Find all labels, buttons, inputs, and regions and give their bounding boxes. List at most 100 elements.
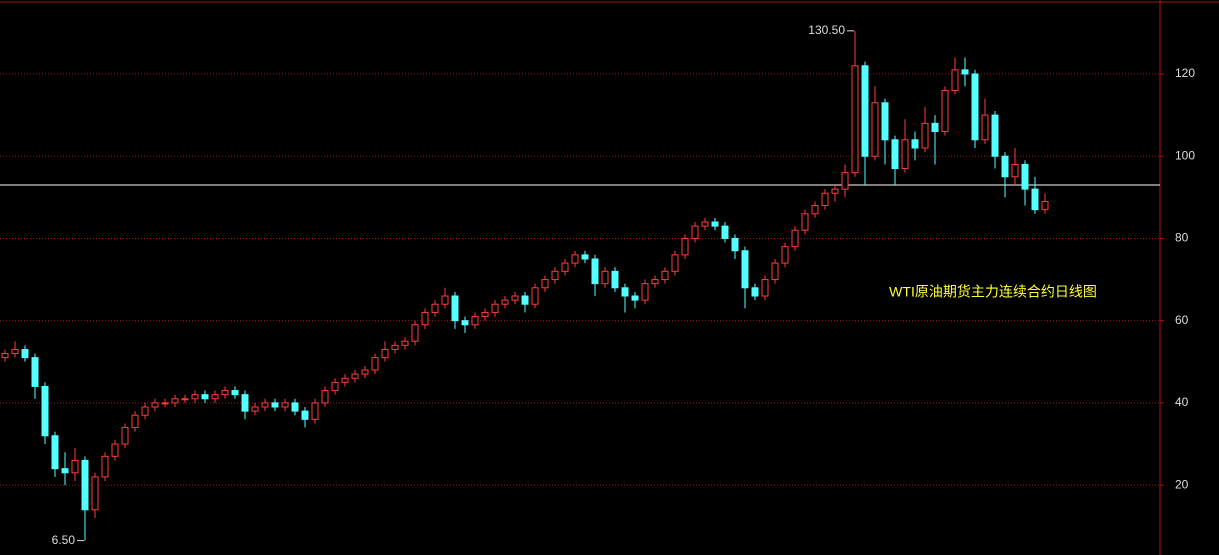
candle-body	[251, 406, 259, 412]
candle-body	[851, 65, 859, 174]
y-tick-label: 20	[1175, 477, 1189, 491]
candle-body	[81, 459, 89, 511]
candle-body	[931, 122, 939, 133]
candle-body	[161, 402, 169, 405]
candle-body	[961, 69, 969, 75]
candle-body	[431, 303, 439, 313]
candle-body	[491, 303, 499, 313]
candle-body	[181, 398, 189, 401]
candle-body	[191, 394, 199, 400]
candle-body	[581, 254, 589, 260]
candle-body	[421, 311, 429, 326]
candle-body	[481, 311, 489, 318]
candle-body	[891, 139, 899, 170]
candle-body	[711, 221, 719, 227]
y-tick-label: 60	[1175, 313, 1189, 327]
candle-body	[511, 295, 519, 301]
candle-body	[741, 250, 749, 289]
y-tick-label: 100	[1175, 148, 1195, 162]
candle-body	[861, 65, 869, 157]
candle-body	[271, 402, 279, 408]
candle-body	[761, 279, 769, 297]
candle-body	[111, 443, 119, 457]
candle-body	[911, 139, 919, 149]
candle-body	[151, 402, 159, 408]
candle-body	[661, 270, 669, 281]
annotation-label: 130.50	[808, 23, 845, 37]
candle-body	[101, 455, 109, 478]
candle-body	[11, 348, 19, 355]
annotation-label: 6.50	[52, 533, 76, 547]
candle-body	[31, 357, 39, 387]
candle-body	[21, 348, 29, 359]
candle-body	[901, 139, 909, 170]
candle-body	[921, 122, 929, 149]
candle-body	[701, 221, 709, 227]
candle-body	[401, 340, 409, 346]
candle-body	[641, 283, 649, 301]
candle-body	[281, 402, 289, 408]
candle-body	[721, 225, 729, 239]
candle-body	[731, 237, 739, 252]
candle-body	[1031, 188, 1039, 211]
candle-body	[791, 229, 799, 248]
candle-body	[1, 353, 9, 359]
candle-body	[571, 254, 579, 264]
candle-body	[291, 402, 299, 412]
candle-body	[541, 279, 549, 289]
candle-body	[91, 476, 99, 511]
candle-body	[371, 357, 379, 371]
candle-body	[41, 385, 49, 437]
candle-body	[141, 406, 149, 416]
candle-body	[881, 102, 889, 141]
candle-body	[171, 398, 179, 404]
candle-body	[201, 394, 209, 400]
y-tick-label: 80	[1175, 231, 1189, 245]
candle-body	[591, 258, 599, 285]
candle-body	[411, 324, 419, 342]
candle-body	[211, 394, 219, 400]
candle-body	[71, 459, 79, 474]
candle-body	[651, 279, 659, 285]
y-tick-label: 40	[1175, 395, 1189, 409]
candle-body	[951, 69, 959, 91]
candle-body	[471, 316, 479, 326]
candle-body	[821, 192, 829, 207]
y-tick-label: 120	[1175, 66, 1195, 80]
candle-body	[311, 402, 319, 420]
candle-body	[341, 377, 349, 383]
candle-body	[231, 390, 239, 396]
candle-body	[611, 270, 619, 289]
candle-body	[681, 237, 689, 256]
candle-body	[551, 270, 559, 281]
candle-body	[1001, 155, 1009, 178]
candle-body	[531, 287, 539, 305]
candle-body	[1011, 163, 1019, 178]
candle-body	[221, 390, 229, 396]
candle-body	[671, 254, 679, 272]
candle-body	[381, 348, 389, 359]
candle-body	[501, 299, 509, 305]
candle-body	[241, 394, 249, 412]
candle-body	[261, 402, 269, 408]
candle-body	[331, 381, 339, 392]
candle-body	[831, 188, 839, 194]
candle-body	[771, 262, 779, 281]
candle-body	[61, 468, 69, 474]
candle-body	[841, 172, 849, 190]
candle-body	[121, 427, 129, 445]
candle-body	[51, 435, 59, 470]
candle-body	[1021, 163, 1029, 190]
candle-body	[971, 73, 979, 141]
candle-body	[1041, 200, 1049, 211]
candle-body	[621, 287, 629, 297]
candle-body	[631, 295, 639, 301]
candle-body	[981, 114, 989, 141]
candle-body	[751, 287, 759, 297]
candle-body	[561, 262, 569, 272]
candle-body	[321, 390, 329, 404]
candle-body	[601, 270, 609, 285]
candle-body	[691, 225, 699, 239]
candle-body	[781, 246, 789, 264]
